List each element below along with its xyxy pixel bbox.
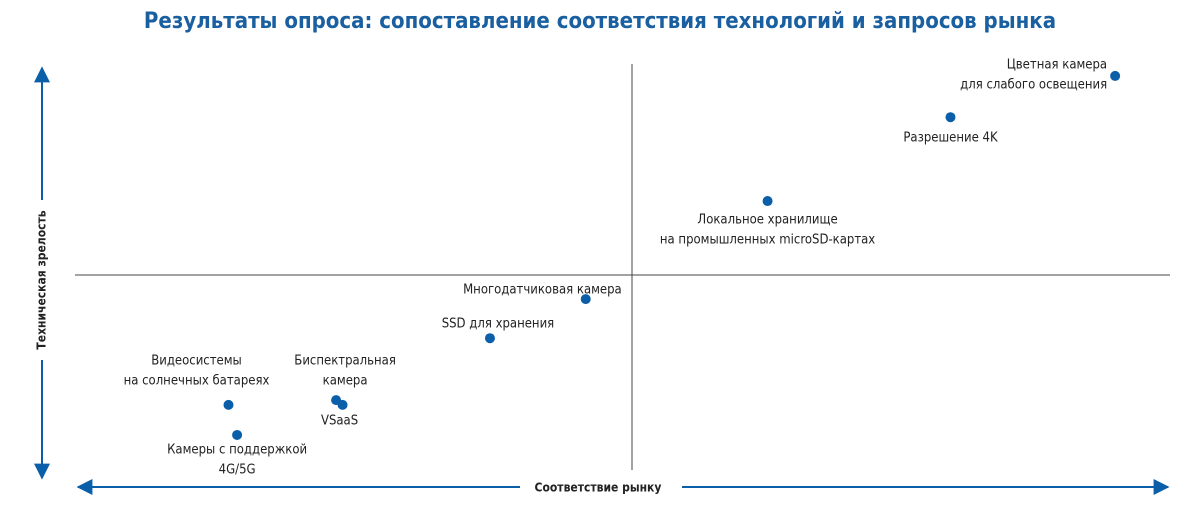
point (762, 196, 773, 207)
y-axis-label: Техническая зрелость (35, 210, 49, 349)
point-label: Многодатчиковая камера (463, 283, 622, 298)
point-label: SSD для хранения (442, 317, 555, 332)
point (232, 429, 243, 440)
point-label: на солнечных батареях (124, 373, 270, 388)
point-label: Локальное хранилище (697, 213, 837, 228)
point-label: 4G/5G (219, 462, 256, 477)
point-label: Видеосистемы (151, 353, 242, 368)
point-label: VSaaS (321, 413, 358, 428)
point (223, 399, 234, 410)
point (945, 112, 956, 123)
chart-title: Результаты опроса: сопоставление соответ… (144, 9, 1056, 34)
point-label: Разрешение 4K (903, 131, 998, 146)
point (580, 294, 591, 305)
point (484, 333, 495, 344)
point-label: Биспектральная (294, 354, 396, 369)
point-label: Камеры с поддержкой (167, 442, 307, 457)
x-axis-label: Соответствие рынку (535, 481, 662, 495)
point (1110, 70, 1121, 81)
point (337, 399, 348, 410)
point-label: на промышленных microSD-картах (660, 233, 875, 248)
point-label: Цветная камера (1007, 57, 1107, 72)
point-label: камера (323, 374, 368, 389)
point-label: для слабого освещения (960, 77, 1107, 92)
